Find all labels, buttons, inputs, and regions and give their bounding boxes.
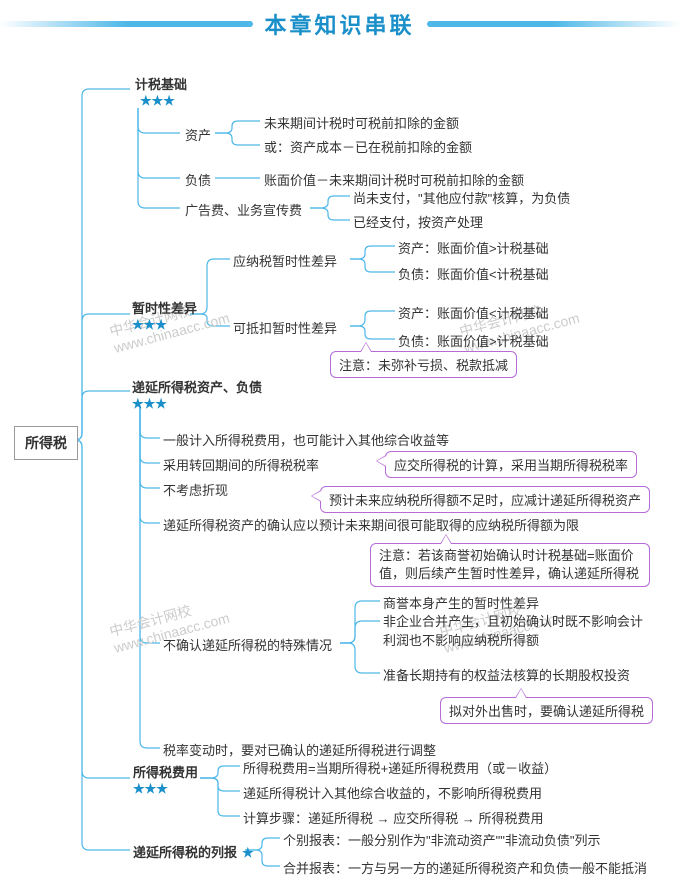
root-node: 所得税 [14,426,78,460]
callout-current-rate: 应交所得税的计算，采用当期所得税税率 [385,451,637,478]
callout-tail [440,534,452,544]
callout-tail [376,455,386,467]
callout-sale-note: 拟对外出售时，要确认递延所得税 [440,697,653,724]
callout-tail [515,688,527,698]
node-s3-i4: 递延所得税资产的确认应以预计未来期间很可能取得的应纳税所得额为限 [163,515,579,534]
node-s4-i1: 所得税费用=当期所得税+递延所得税费用（或－收益） [243,758,557,777]
node-ad-line2: 已经支付，按资产处理 [353,212,483,231]
node-taxdiff-liab: 负债：账面价值<计税基础 [398,264,549,283]
callout-goodwill-note: 注意：若该商誉初始确认时计税基础=账面价值，则后续产生暂时性差异，确认递延所得税 [370,543,650,587]
node-ad-line1: 尚未支付，"其他应付款"核算，为负债 [353,188,570,207]
section-tax-basis: 计税基础★★★ [135,74,187,109]
node-s3-i6: 税率变动时，要对已确认的递延所得税进行调整 [163,740,436,759]
callout-insufficient: 预计未来应纳税所得额不足时，应减计递延所得税资产 [320,486,650,513]
page-title: 本章知识串联 [265,8,415,40]
node-deddiff-liab: 负债：账面价值>计税基础 [398,331,549,350]
node-s3-i5: 不确认递延所得税的特殊情况 [163,635,332,654]
mindmap-diagram: 中华会计网校www.chinaacc.com 中华会计网校www.chinaac… [0,48,679,888]
node-s5-i2: 合并报表：一方与另一方的递延所得税资产和负债一般不能抵消 [283,858,647,877]
node-s3-i2: 采用转回期间的所得税税率 [163,455,319,474]
title-bar: 本章知识串联 [0,0,679,48]
node-s4-i3: 计算步骤：递延所得税 → 应交所得税 → 所得税费用 [243,808,543,827]
node-taxdiff-asset: 资产：账面价值>计税基础 [398,238,549,257]
section-temp-diff: 暂时性差异★★★ [132,298,197,333]
section-deferred-tax: 递延所得税资产、负债★★★ [132,377,262,412]
node-liability-line1: 账面价值－未来期间计税时可税前扣除的金额 [264,170,524,189]
callout-loss-note: 注意：未弥补亏损、税款抵减 [330,351,517,378]
node-s4-i2: 递延所得税计入其他综合收益的，不影响所得税费用 [243,783,542,802]
node-s3-i5a: 商誉本身产生的暂时性差异 [383,593,539,612]
title-deco-left [0,21,253,27]
node-asset-line2: 或：资产成本－已在税前扣除的金额 [264,137,472,156]
node-s3-i1: 一般计入所得税费用，也可能计入其他综合收益等 [163,430,449,449]
node-ad-fee: 广告费、业务宣传费 [185,200,302,219]
section-presentation: 递延所得税的列报★ [133,842,254,861]
node-taxable-diff: 应纳税暂时性差异 [233,251,337,270]
node-s3-i3: 不考虑折现 [163,480,228,499]
node-deddiff-asset: 资产：账面价值<计税基础 [398,303,549,322]
title-deco-right [427,21,679,27]
section-tax-expense: 所得税费用★★★ [133,762,198,797]
node-deductible-diff: 可抵扣暂时性差异 [233,318,337,337]
node-s5-i1: 个别报表：一般分别作为"非流动资产""非流动负债"列示 [283,830,600,849]
node-liability: 负债 [185,170,211,189]
node-s3-i5b: 非企业合并产生，且初始确认时既不影响会计利润也不影响应纳税所得额 [383,613,648,651]
node-s3-i5c: 准备长期持有的权益法核算的长期股权投资 [383,665,630,684]
node-asset-line1: 未来期间计税时可税前扣除的金额 [264,113,459,132]
callout-tail [311,490,321,502]
node-asset: 资产 [185,125,211,144]
callout-tail [360,342,372,352]
